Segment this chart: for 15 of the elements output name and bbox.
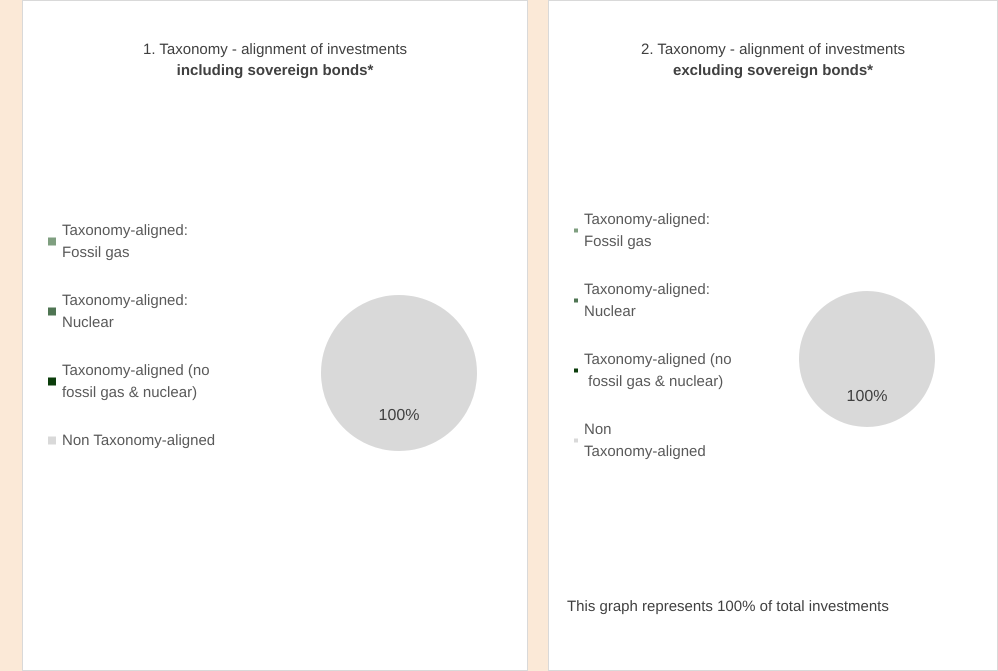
legend-label: Taxonomy-aligned (no fossil gas & nuclear) (62, 362, 214, 401)
legend-label: Non Taxonomy-aligned (62, 432, 216, 449)
chart-title: 1. Taxonomy - alignment of investments (142, 41, 408, 58)
data-label: 100% (846, 388, 888, 405)
legend-label: Taxonomy-aligned: Fossil gas (584, 211, 714, 250)
chart-subtitle: including sovereign bonds* (176, 62, 374, 79)
text: This graph represents 100% of total investments (567, 598, 889, 615)
legend-label: Non Taxonomy-aligned (584, 421, 706, 460)
legend-label: Taxonomy-aligned: Nuclear (62, 292, 192, 331)
chart-subtitle: excluding sovereign bonds* (672, 62, 874, 79)
legend-label: Taxonomy-aligned: Fossil gas (62, 222, 192, 261)
data-label: 100% (378, 407, 420, 424)
legend-label: Taxonomy-aligned: Nuclear (584, 281, 714, 320)
chart-title: 2. Taxonomy - alignment of investments (640, 41, 906, 58)
legend-label: Taxonomy-aligned (no fossil gas & nuclear) (584, 351, 732, 390)
